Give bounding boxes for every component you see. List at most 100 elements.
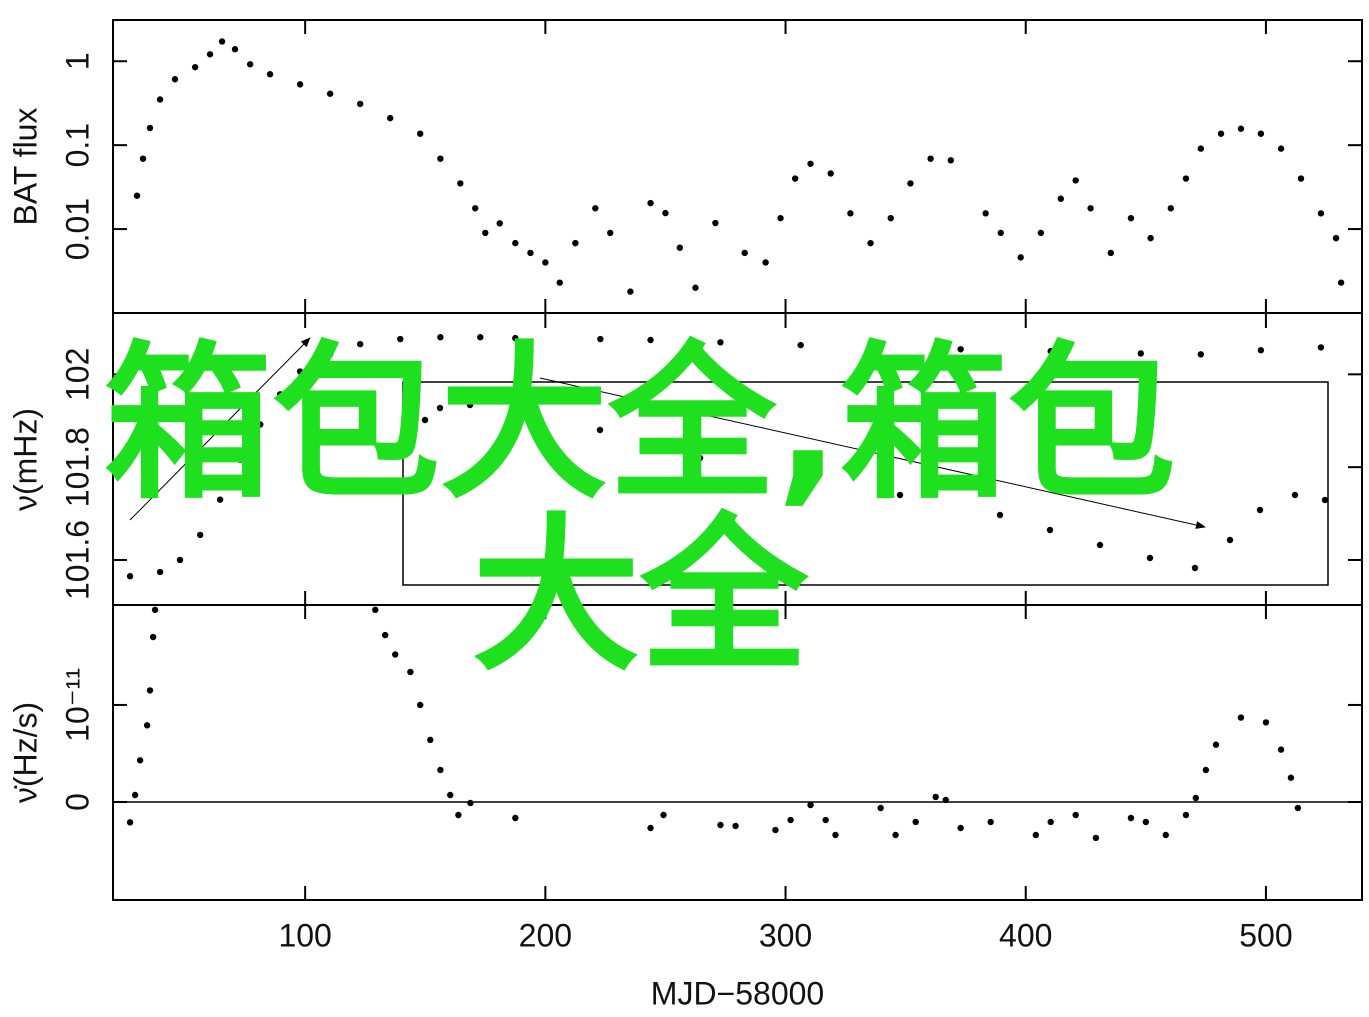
data-point: [932, 793, 939, 801]
data-point: [257, 421, 264, 428]
data-point: [627, 288, 634, 295]
data-point: [466, 401, 474, 409]
data-point: [1337, 279, 1345, 286]
data-point: [907, 180, 914, 187]
data-point: [381, 631, 389, 639]
data-point: [1317, 210, 1325, 217]
data-point: [1072, 811, 1079, 819]
data-point: [717, 821, 724, 829]
y-tick-label: 102: [59, 348, 95, 401]
data-point: [996, 511, 1004, 519]
y-axis-label: BAT flux: [7, 108, 43, 226]
data-point: [762, 259, 769, 266]
data-point: [807, 801, 814, 809]
data-point: [246, 61, 254, 68]
data-point: [1226, 536, 1234, 544]
data-point: [437, 334, 444, 341]
data-point: [191, 63, 199, 71]
data-point: [1197, 351, 1205, 358]
data-point: [216, 496, 224, 503]
data-point: [647, 199, 654, 207]
data-point: [296, 81, 304, 88]
data-point: [496, 220, 503, 227]
data-point: [386, 114, 394, 122]
y-tick-label: 0.01: [59, 198, 95, 260]
data-point: [692, 284, 699, 291]
data-point: [482, 229, 489, 237]
data-point: [662, 209, 669, 217]
data-point: [791, 175, 799, 182]
data-point: [437, 155, 444, 162]
data-point: [406, 446, 414, 454]
data-point: [417, 130, 424, 137]
data-point: [1072, 177, 1079, 184]
data-point: [1047, 347, 1054, 355]
data-point: [847, 210, 854, 217]
data-point: [151, 606, 159, 614]
data-point: [131, 791, 139, 799]
data-point: [696, 454, 704, 462]
data-point: [392, 651, 399, 658]
data-point: [266, 71, 274, 78]
data-point: [1127, 814, 1135, 822]
data-point: [1142, 818, 1150, 826]
data-point: [143, 722, 151, 729]
data-point: [912, 818, 919, 826]
data-point: [447, 791, 454, 799]
data-point: [647, 336, 654, 344]
data-point: [516, 404, 524, 412]
data-point: [647, 824, 654, 832]
arrows: [129, 337, 1206, 529]
data-point: [1287, 774, 1295, 781]
data-point: [417, 701, 424, 709]
data-point: [231, 46, 239, 53]
arrow: [539, 377, 1206, 529]
data-point: [133, 192, 141, 199]
y-tick-label: 1: [59, 52, 95, 70]
data-point: [660, 811, 667, 819]
data-point: [877, 804, 884, 812]
y-axis-label: ν̇(Hz/s): [7, 702, 43, 803]
data-point: [1047, 818, 1054, 826]
data-point: [126, 819, 134, 826]
data-point: [572, 239, 579, 247]
data-point: [807, 160, 814, 167]
y-axis-label: ν(mHz): [7, 408, 43, 511]
arrow: [129, 337, 311, 521]
data-point: [1317, 344, 1325, 351]
data-point: [1137, 350, 1144, 357]
x-tick-label: 200: [519, 917, 572, 953]
data-point: [1256, 506, 1264, 514]
data-point: [797, 341, 804, 349]
data-point: [942, 796, 949, 804]
data-point: [772, 826, 779, 834]
data-point: [987, 818, 994, 826]
data-point: [606, 229, 614, 237]
data-point: [832, 831, 839, 839]
data-point: [542, 259, 549, 266]
data-point: [867, 239, 874, 247]
data-point: [397, 335, 404, 343]
data-point: [592, 205, 599, 212]
data-point: [887, 214, 894, 222]
data-point: [1192, 794, 1199, 802]
data-point: [1182, 175, 1190, 182]
data-point: [1332, 234, 1340, 242]
data-point: [777, 214, 784, 222]
data-point: [1202, 766, 1210, 774]
data-point: [126, 573, 134, 580]
data-point: [139, 155, 147, 162]
data-point: [1146, 554, 1154, 562]
data-point: [527, 249, 534, 257]
data-point: [1212, 741, 1220, 748]
data-point: [436, 404, 444, 412]
data-point: [1257, 130, 1265, 137]
data-point: [1046, 526, 1054, 534]
data-point: [732, 822, 739, 830]
y-tick-label: 101.6: [59, 520, 95, 600]
y-tick-label: 0.1: [59, 123, 95, 167]
data-point: [712, 219, 719, 227]
data-point: [676, 244, 684, 251]
data-point: [927, 155, 934, 162]
